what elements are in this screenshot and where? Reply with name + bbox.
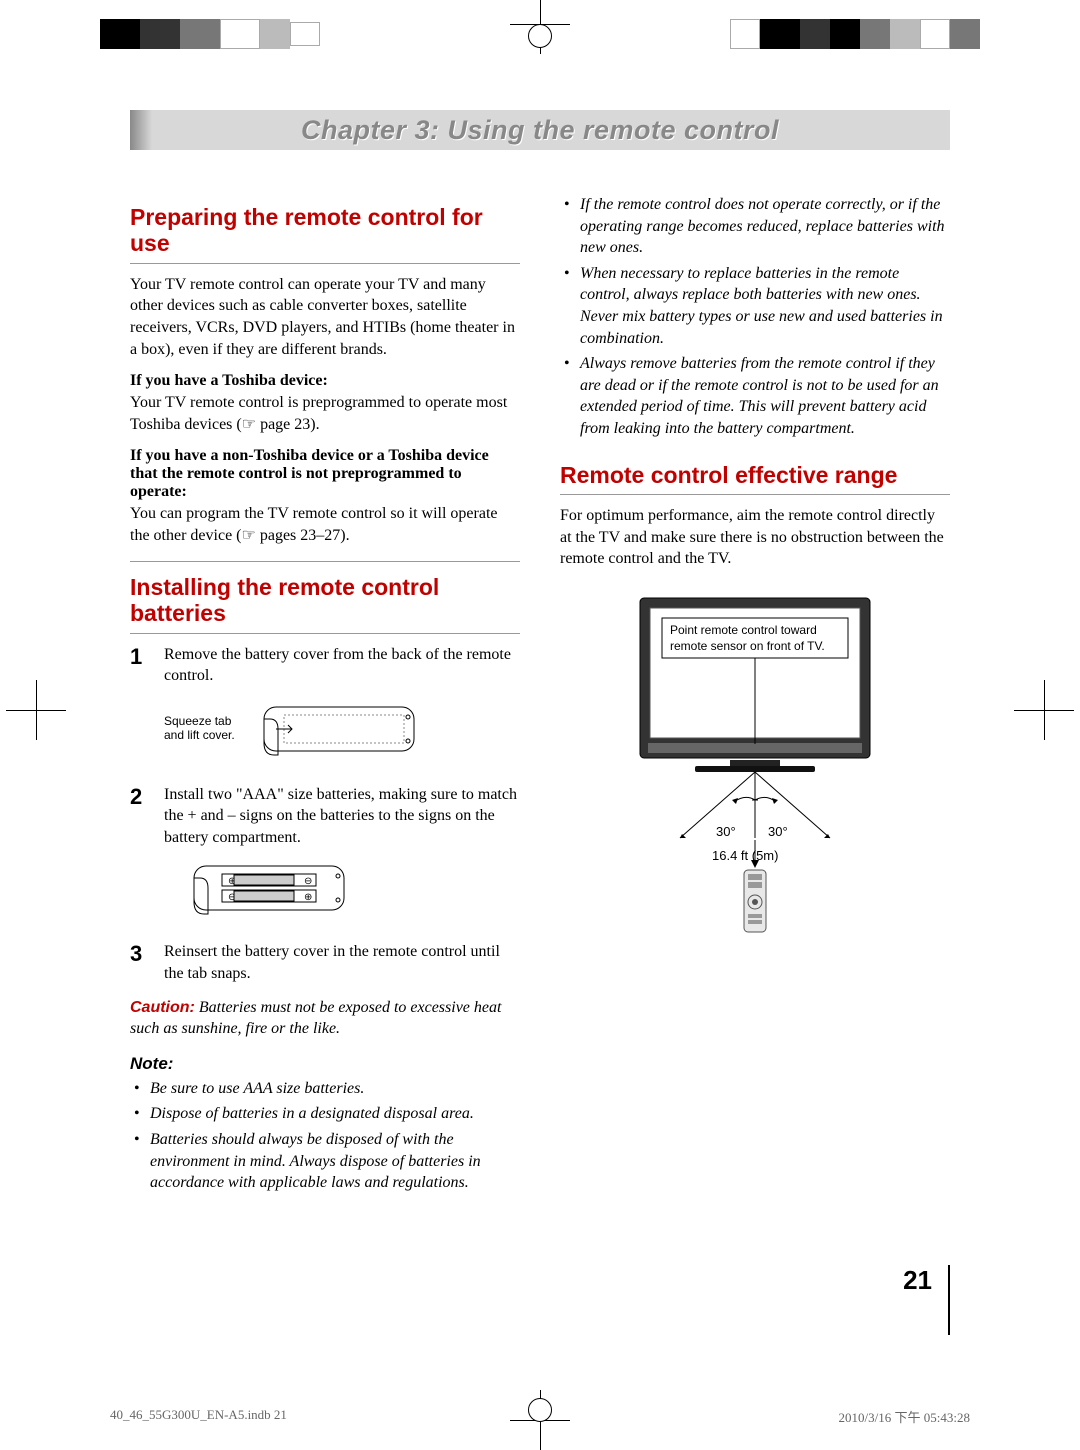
intro-range: For optimum performance, aim the remote … <box>560 505 950 570</box>
note-6: Always remove batteries from the remote … <box>562 353 950 439</box>
caution: Caution: Batteries must not be exposed t… <box>130 997 520 1040</box>
svg-text:⊕: ⊕ <box>304 892 312 903</box>
color-strip-left <box>100 12 320 56</box>
footer: 40_46_55G300U_EN-A5.indb 21 2010/3/16 下午… <box>110 1407 970 1426</box>
chapter-bar: Chapter 3: Using the remote control <box>130 110 950 150</box>
sub-toshiba-head: If you have a Toshiba device: <box>130 372 520 390</box>
note-4: If the remote control does not operate c… <box>562 194 950 259</box>
footer-right: 2010/3/16 下午 05:43:28 <box>839 1407 970 1426</box>
caution-label: Caution: <box>130 999 195 1016</box>
fig1-caption-line1: Squeeze tab <box>164 714 232 728</box>
fig1-caption-line2: and lift cover. <box>164 728 235 742</box>
page-number: 21 <box>903 1265 950 1335</box>
crop-right <box>1014 680 1074 740</box>
heading-preparing: Preparing the remote control for use <box>130 204 520 264</box>
heading-range: Remote control effective range <box>560 462 950 495</box>
crop-left <box>6 680 66 740</box>
notes-left: Be sure to use AAA size batteries. Dispo… <box>130 1078 520 1194</box>
sub-nontoshiba-head: If you have a non-Toshiba device or a To… <box>130 447 520 501</box>
step-text-1: Remove the battery cover from the back o… <box>164 644 520 687</box>
color-strip-right <box>730 12 980 56</box>
step-num-2: 2 <box>130 784 150 849</box>
step-text-3: Reinsert the battery cover in the remote… <box>164 941 520 984</box>
callout-line1: Point remote control toward <box>670 623 817 637</box>
figure-effective-range: Point remote control toward remote senso… <box>560 588 950 948</box>
callout-line2: remote sensor on front of TV. <box>670 639 825 653</box>
step-num-3: 3 <box>130 941 150 984</box>
footer-left: 40_46_55G300U_EN-A5.indb 21 <box>110 1407 287 1426</box>
left-column: Preparing the remote control for use You… <box>130 194 520 1198</box>
figure-batteries: ⊕⊖ ⊖⊕ <box>164 860 520 925</box>
note-5: When necessary to replace batteries in t… <box>562 263 950 349</box>
right-column: If the remote control does not operate c… <box>560 194 950 1198</box>
note-3: Batteries should always be disposed of w… <box>132 1129 520 1194</box>
angle-right: 30° <box>768 824 788 839</box>
note-2: Dispose of batteries in a designated dis… <box>132 1103 520 1125</box>
distance-label: 16.4 ft (5m) <box>712 848 778 863</box>
chapter-title: Chapter 3: Using the remote control <box>301 115 779 146</box>
step-num-1: 1 <box>130 644 150 687</box>
figure-battery-cover: Squeeze tab and lift cover. <box>164 699 520 768</box>
angle-left: 30° <box>716 824 736 839</box>
step-2: 2 Install two "AAA" size batteries, maki… <box>130 784 520 849</box>
sub-nontoshiba-body: You can program the TV remote control so… <box>130 503 520 561</box>
note-1: Be sure to use AAA size batteries. <box>132 1078 520 1100</box>
step-text-2: Install two "AAA" size batteries, making… <box>164 784 520 849</box>
notes-right: If the remote control does not operate c… <box>560 194 950 440</box>
step-3: 3 Reinsert the battery cover in the remo… <box>130 941 520 984</box>
heading-installing: Installing the remote control batteries <box>130 574 520 634</box>
svg-text:⊖: ⊖ <box>304 876 312 887</box>
page-content: Chapter 3: Using the remote control Prep… <box>130 110 950 1198</box>
sub-toshiba-body: Your TV remote control is preprogrammed … <box>130 392 520 435</box>
intro-preparing: Your TV remote control can operate your … <box>130 274 520 360</box>
step-1: 1 Remove the battery cover from the back… <box>130 644 520 687</box>
note-heading: Note: <box>130 1054 520 1074</box>
crop-circle-top <box>510 0 570 60</box>
